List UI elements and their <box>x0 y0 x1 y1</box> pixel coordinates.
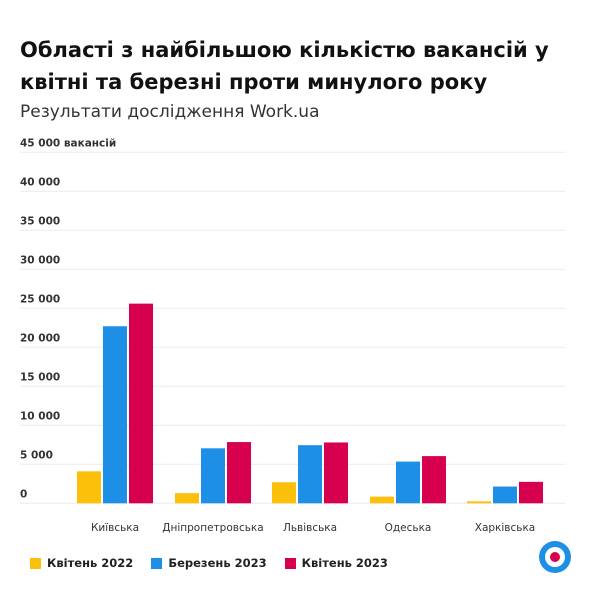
legend-label: Квітень 2023 <box>301 556 388 570</box>
bar-1 <box>370 496 394 504</box>
legend-item: Березень 2023 <box>151 556 267 570</box>
bar-2 <box>493 486 517 504</box>
x-tick-label: Київська <box>91 522 139 534</box>
bar-1 <box>467 501 491 504</box>
y-tick-label: 5 000 <box>20 449 53 461</box>
y-tick-label: 15 000 <box>20 371 60 383</box>
work-ua-logo <box>539 541 571 573</box>
bar-1 <box>77 471 101 504</box>
bar-1 <box>175 493 199 504</box>
legend-swatch <box>284 557 296 569</box>
bar-2 <box>201 448 225 504</box>
bar-3 <box>227 442 251 504</box>
bar-2 <box>396 461 420 504</box>
bar-3 <box>422 456 446 504</box>
y-tick-label: 40 000 <box>20 176 60 188</box>
bar-3 <box>519 481 543 504</box>
legend-swatch <box>30 557 41 569</box>
legend-item: Квітень 2023 <box>284 556 388 570</box>
chart-title: Області з найбільшою кількістю вакансій … <box>20 38 549 94</box>
y-tick-label: 10 000 <box>20 410 60 422</box>
y-tick-label: 0 <box>20 488 27 500</box>
legend-item: Квітень 2022 <box>30 556 133 570</box>
bar-2 <box>298 445 322 504</box>
y-tick-label: 30 000 <box>20 254 60 266</box>
legend-swatch <box>151 557 163 569</box>
y-tick-label: 25 000 <box>20 293 60 305</box>
bar-1 <box>272 482 296 504</box>
y-tick-label: 45 000 вакансій <box>20 137 116 149</box>
bar-3 <box>324 442 348 504</box>
legend: Квітень 2022 Березень 2023 Квітень 2023 <box>30 556 388 570</box>
bar-2 <box>103 326 127 504</box>
y-tick-label: 35 000 <box>20 215 60 227</box>
legend-label: Квітень 2022 <box>47 556 134 570</box>
bar-3 <box>129 303 153 504</box>
chart-subtitle: Результати дослідження Work.ua <box>20 102 320 122</box>
y-tick-label: 20 000 <box>20 332 60 344</box>
x-tick-label: Харківська <box>475 522 535 534</box>
x-tick-label: Одеська <box>385 522 432 534</box>
legend-label: Березень 2023 <box>168 556 267 570</box>
x-tick-label: Дніпропетровська <box>162 522 263 534</box>
x-tick-label: Львівська <box>283 522 337 534</box>
